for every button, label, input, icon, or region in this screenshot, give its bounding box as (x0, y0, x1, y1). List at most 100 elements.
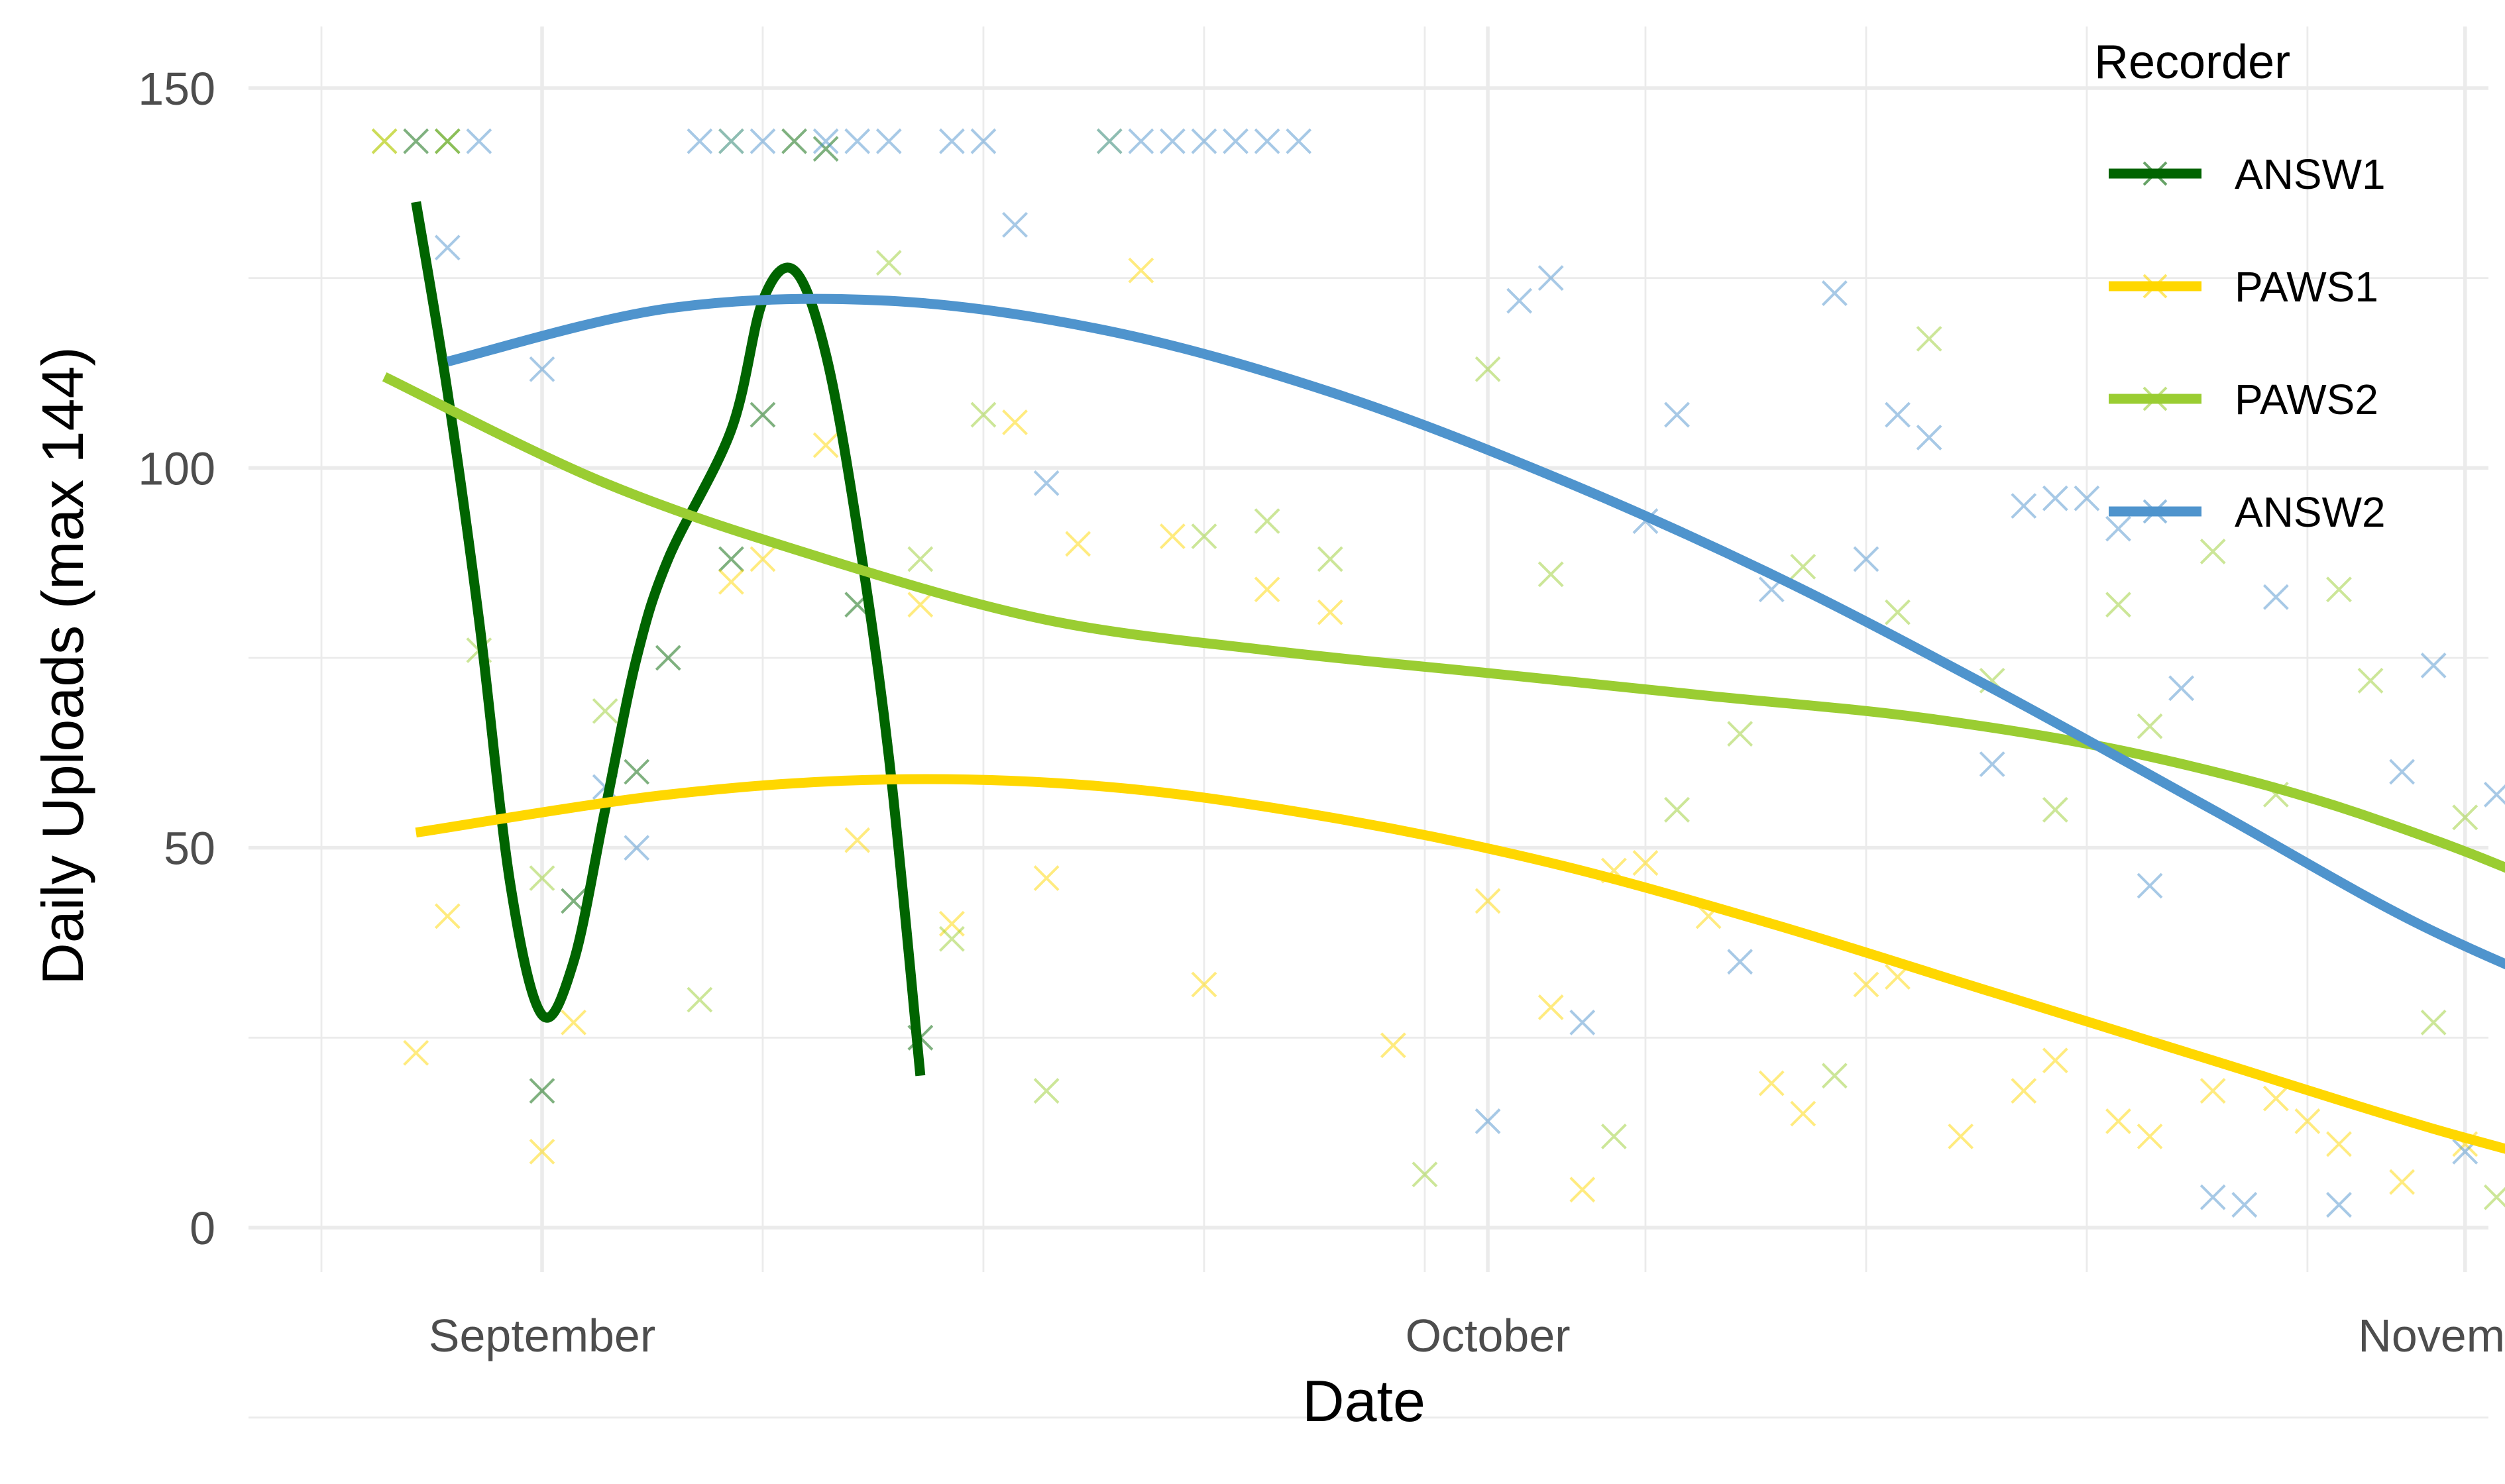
point-paws1 (1948, 1123, 1974, 1149)
smooth-line-paws1 (415, 774, 2505, 1154)
legend-key-marker (2143, 499, 2168, 524)
point-answ2 (750, 128, 776, 154)
legend-item-answ2: ANSW2 (2109, 488, 2386, 536)
point-paws2 (2452, 804, 2478, 831)
point-paws1 (1128, 257, 1154, 284)
point-paws1 (1380, 1032, 1406, 1059)
point-paws1 (1790, 1100, 1816, 1127)
point-paws2 (1600, 1123, 1627, 1149)
point-answ2 (529, 356, 555, 382)
point-answ1 (403, 128, 429, 154)
point-answ2 (1727, 949, 1754, 975)
point-answ2 (2168, 675, 2195, 702)
point-answ2 (2389, 759, 2416, 785)
point-paws1 (2199, 1078, 2226, 1104)
x-axis-title: Date (1302, 1368, 1425, 1434)
point-paws2 (529, 865, 555, 891)
point-paws1 (2105, 1108, 2131, 1134)
point-paws2 (1790, 553, 1816, 580)
legend: Recorder ANSW1 PAWS1 PAWS2 ANSW2 (2094, 36, 2386, 536)
point-answ2 (2199, 1184, 2226, 1210)
point-paws1 (1159, 523, 1186, 549)
point-answ2 (1159, 128, 1186, 154)
point-answ2 (1821, 280, 1848, 306)
point-answ2 (434, 235, 461, 261)
point-paws2 (687, 986, 713, 1013)
point-answ2 (2042, 485, 2068, 511)
point-paws1 (403, 1039, 429, 1066)
point-paws2 (2483, 1184, 2505, 1210)
point-paws2 (1727, 721, 1754, 747)
point-answ2 (2137, 873, 2163, 899)
point-paws1 (844, 827, 871, 853)
point-answ2 (970, 128, 997, 154)
x-tick-label: September (429, 1310, 655, 1361)
legend-item-paws1: PAWS1 (2109, 263, 2378, 311)
point-answ2 (1537, 265, 1564, 292)
point-answ2 (1254, 128, 1280, 154)
point-paws1 (2389, 1169, 2416, 1195)
point-paws1 (2262, 1085, 2289, 1112)
point-answ2 (2011, 493, 2037, 519)
legend-key-marker (2143, 386, 2168, 411)
smooth-line-answ2 (446, 293, 2505, 970)
y-tick-label: 50 (164, 823, 215, 874)
point-answ1 (718, 546, 744, 572)
point-paws2 (1537, 561, 1564, 588)
point-answ1 (529, 1078, 555, 1104)
legend-label: ANSW1 (2235, 150, 2386, 198)
point-answ1 (812, 136, 839, 162)
point-paws2 (1916, 325, 1942, 352)
point-paws2 (1317, 546, 1343, 572)
point-paws1 (812, 432, 839, 458)
point-paws2 (2042, 796, 2068, 823)
point-paws1 (1853, 971, 1879, 998)
point-paws2 (2137, 713, 2163, 739)
point-answ2 (2483, 781, 2505, 808)
point-answ2 (2105, 515, 2131, 542)
point-paws1 (561, 1009, 586, 1035)
point-answ2 (2074, 485, 2100, 511)
point-answ2 (844, 128, 871, 154)
point-answ2 (1128, 128, 1154, 154)
legend-item-answ1: ANSW1 (2109, 150, 2386, 198)
point-answ2 (1979, 751, 2005, 777)
point-answ2 (718, 128, 744, 154)
y-axis-title: Daily Uploads (max 144) (30, 346, 95, 985)
point-answ2 (2262, 584, 2289, 610)
point-answ1 (750, 401, 776, 428)
point-paws1 (1475, 888, 1501, 914)
point-paws1 (1033, 865, 1060, 891)
point-answ2 (2420, 653, 2447, 678)
point-paws1 (2011, 1078, 2037, 1104)
point-paws2 (2199, 539, 2226, 564)
point-answ2 (1033, 470, 1060, 496)
point-paws1 (2137, 1123, 2163, 1149)
legend-items: ANSW1 PAWS1 PAWS2 ANSW2 (2109, 150, 2386, 536)
point-answ2 (1916, 425, 1942, 450)
point-answ2 (1002, 211, 1028, 238)
point-answ2 (875, 128, 902, 154)
point-answ2 (624, 835, 650, 861)
point-answ2 (1191, 128, 1217, 154)
point-paws1 (907, 592, 934, 618)
point-paws1 (2294, 1108, 2321, 1134)
smooth-line-answ1 (411, 201, 926, 1077)
x-tick-label: October (1406, 1310, 1571, 1361)
point-paws1 (2326, 1131, 2352, 1157)
legend-title: Recorder (2094, 36, 2290, 89)
point-answ2 (687, 128, 713, 154)
point-paws2 (1254, 508, 1280, 534)
point-answ2 (2231, 1192, 2258, 1218)
point-paws2 (938, 926, 965, 952)
point-answ2 (2326, 1192, 2352, 1218)
point-answ2 (1506, 288, 1533, 314)
point-answ2 (812, 128, 839, 154)
point-paws2 (2326, 576, 2352, 603)
point-answ1 (781, 128, 807, 154)
x-tick-labels: SeptemberOctoberNovemberDecemberJanuary (429, 1310, 2505, 1361)
y-tick-label: 150 (138, 63, 215, 115)
point-paws2 (2420, 1009, 2447, 1035)
